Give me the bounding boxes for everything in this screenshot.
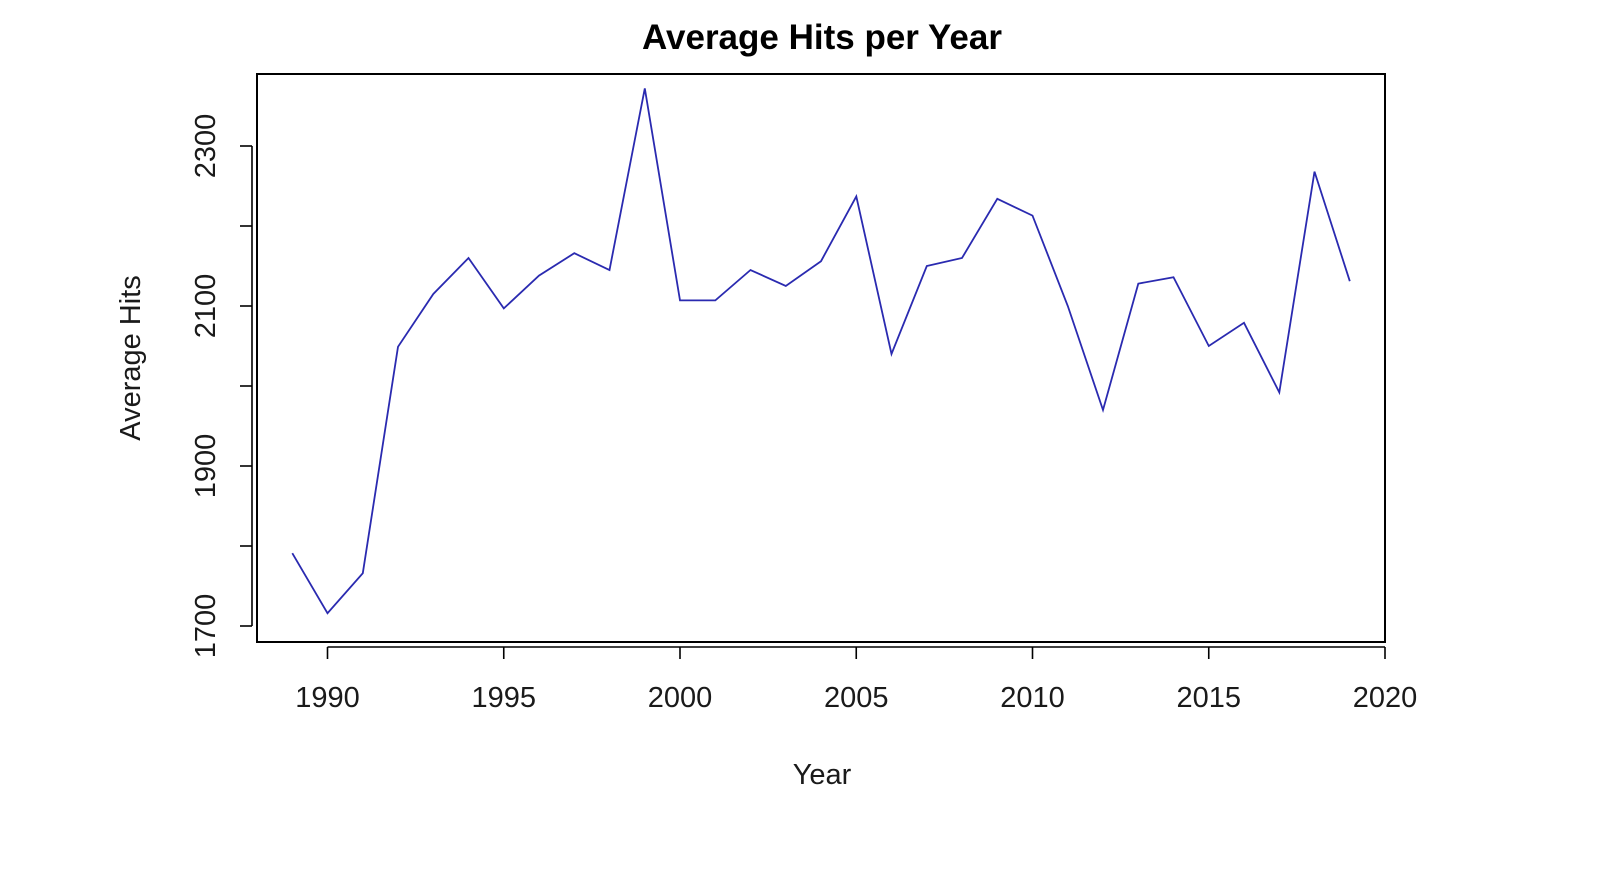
x-tick-label: 2000 <box>648 682 713 714</box>
average-hits-series-line <box>291 88 1351 615</box>
y-tick-label: 1700 <box>190 594 222 659</box>
y-tick-label: 2100 <box>190 274 222 339</box>
y-tick-label: 2300 <box>190 114 222 179</box>
plot-frame <box>256 73 1386 643</box>
y-axis-label: Average Hits <box>115 275 147 441</box>
y-axis: 1700 1900 2100 2300 <box>190 114 253 659</box>
x-axis-label: Year <box>793 759 852 791</box>
x-axis: 1990 1995 2000 2005 2010 2015 2020 <box>295 646 1418 714</box>
x-tick-label: 2010 <box>1000 682 1065 714</box>
y-tick-label: 1900 <box>190 434 222 499</box>
chart-title: Average Hits per Year <box>642 18 1002 57</box>
x-tick-label: 1990 <box>295 682 360 714</box>
x-tick-label: 2020 <box>1353 682 1418 714</box>
x-tick-label: 1995 <box>471 682 536 714</box>
x-tick-label: 2005 <box>824 682 889 714</box>
x-tick-label: 2015 <box>1176 682 1241 714</box>
